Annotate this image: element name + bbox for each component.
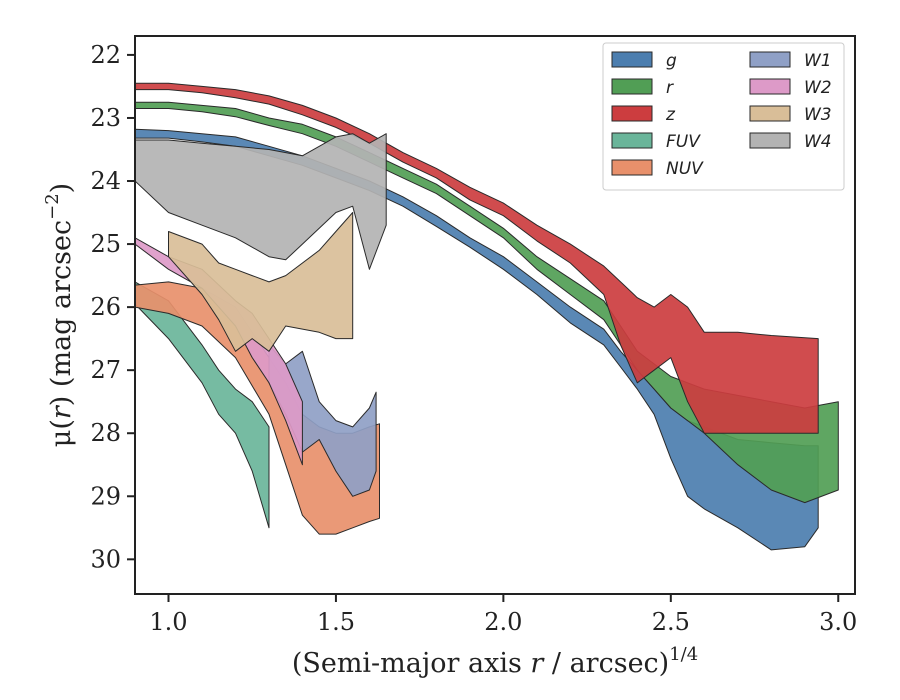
plot-frame: [134, 35, 856, 595]
legend-swatch-w4: [749, 132, 791, 149]
legend-swatch-g: [611, 51, 653, 68]
y-axis-label: μ(r) (mag arcsec−2): [42, 183, 77, 447]
legend-label-nuv: NUV: [666, 159, 704, 179]
y-tick-label: 22: [90, 41, 121, 69]
legend-label-w1: W1: [804, 51, 832, 71]
legend-swatch-fuv: [611, 132, 653, 149]
series-band-w4: [135, 133, 387, 270]
legend-swatch-z: [611, 105, 653, 122]
legend-swatch-w2: [749, 78, 791, 95]
series-layer: [135, 82, 839, 551]
y-tick-label: 23: [90, 104, 121, 132]
y-tick-label: 25: [90, 230, 121, 258]
legend-swatch-r: [611, 78, 653, 95]
legend-label-g: g: [666, 51, 677, 71]
legend-label-w2: W2: [804, 78, 832, 98]
y-tick-label: 26: [90, 293, 121, 321]
x-tick-label: 3.0: [819, 608, 857, 636]
series-band-w3: [168, 212, 354, 352]
legend-label-r: r: [666, 78, 674, 98]
legend-label-z: z: [665, 105, 676, 125]
y-tick-label: 28: [90, 419, 121, 447]
ticks-layer: 1.0 1.5 2.0 2.5 3.0 22 23 24 25 26 27 28 29 30: [90, 41, 857, 636]
x-tick-label: 1.0: [149, 608, 187, 636]
legend-label-fuv: FUV: [666, 132, 701, 152]
y-tick-label: 29: [90, 482, 121, 510]
x-tick-label: 2.0: [484, 608, 522, 636]
x-tick-label: 1.5: [317, 608, 355, 636]
legend-swatch-w3: [749, 105, 791, 122]
x-tick-label: 2.5: [652, 608, 690, 636]
legend: grz FUV NUV W1 W2 W3 W4: [602, 42, 845, 191]
legend-swatch-w1: [749, 51, 791, 68]
legend-label-w4: W4: [804, 132, 832, 152]
x-axis-label: (Semi-major axis r / arcsec)1/4: [292, 644, 698, 679]
legend-swatch-nuv: [611, 159, 653, 176]
y-tick-label: 24: [90, 167, 121, 195]
y-tick-label: 30: [90, 545, 121, 573]
y-tick-label: 27: [90, 356, 121, 384]
legend-label-w3: W3: [804, 105, 832, 125]
